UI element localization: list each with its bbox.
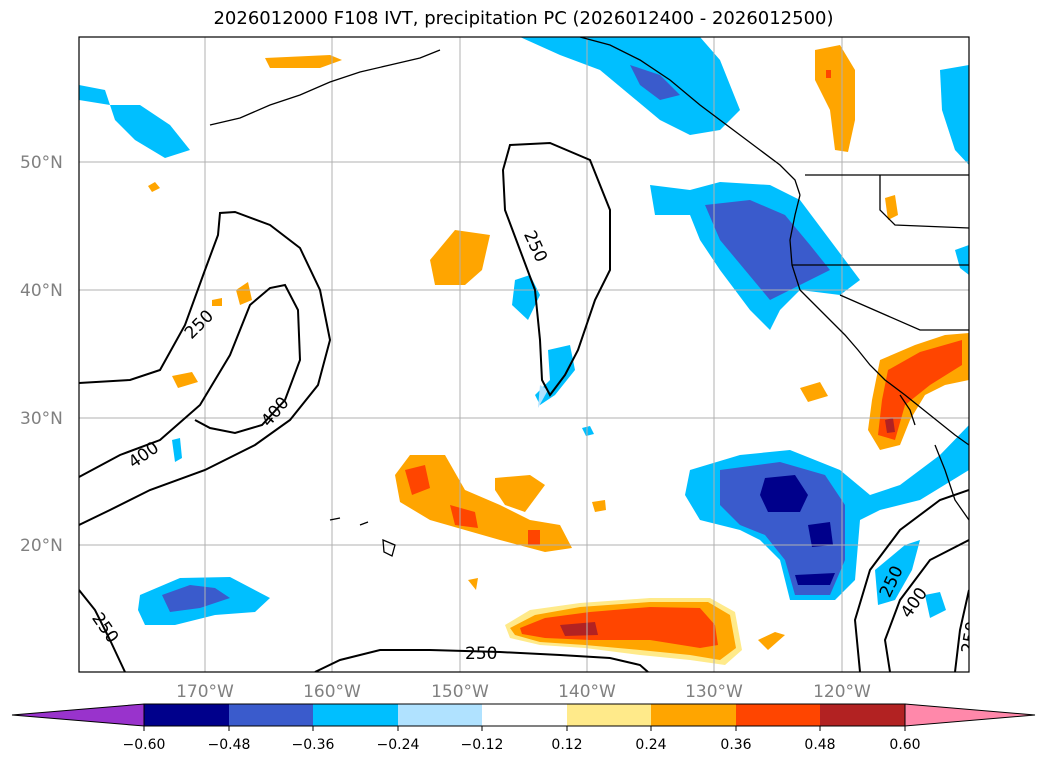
colorbar-bin bbox=[144, 704, 229, 726]
ivt-contour-250-central bbox=[501, 141, 611, 397]
neg-anomaly-aleutian bbox=[110, 105, 190, 158]
pos-anomaly-subtropical-central-core bbox=[405, 465, 430, 495]
neg-anomaly-gulf-alaska-core bbox=[630, 65, 680, 100]
graticule bbox=[79, 37, 969, 672]
lat-label-30n: 30°N bbox=[20, 409, 63, 429]
pos-anomaly-small-6 bbox=[592, 500, 606, 512]
longitude-labels: 170°W 160°W 150°W 140°W 130°W 120°W bbox=[176, 682, 871, 702]
colorbar-tick-label: −0.36 bbox=[292, 737, 335, 753]
coastlines bbox=[209, 37, 969, 557]
colorbar-tick-label: 0.12 bbox=[551, 737, 582, 753]
colorbar-tick-label: 0.36 bbox=[720, 737, 751, 753]
pos-anomaly-baja-core bbox=[878, 340, 962, 440]
colorbar-tick-label: −0.48 bbox=[208, 737, 251, 753]
colorbar: −0.60 −0.48 −0.36 −0.24 −0.12 0.12 0.24 … bbox=[11, 703, 1036, 753]
ivt-contour-400-east bbox=[883, 539, 969, 672]
colorbar-tick-label: −0.12 bbox=[461, 737, 504, 753]
neg-anomaly-aleutian-w bbox=[79, 85, 110, 105]
pos-anomaly-bc-interior bbox=[815, 45, 855, 152]
lon-label-130w: 130°W bbox=[685, 682, 743, 702]
lon-label-140w: 140°W bbox=[558, 682, 616, 702]
lat-label-50n: 50°N bbox=[20, 153, 63, 173]
map-title: 2026012000 F108 IVT, precipitation PC (2… bbox=[213, 8, 834, 29]
pos-anomaly-small-7 bbox=[468, 578, 478, 590]
pos-anomaly-subtropical-central-core2 bbox=[450, 505, 478, 528]
ivt-contour-250-west bbox=[79, 210, 332, 526]
colorbar-tick-label: 0.60 bbox=[889, 737, 920, 753]
colorbar-tick-label: 0.48 bbox=[804, 737, 835, 753]
pos-anomaly-baja-max bbox=[885, 418, 895, 433]
pos-anomaly-subtropical-central bbox=[395, 455, 572, 552]
neg-anomaly-gulf-alaska bbox=[520, 37, 740, 135]
precip-shading bbox=[79, 37, 969, 665]
contour-label: 250 bbox=[465, 644, 497, 664]
neg-anomaly-small-1 bbox=[172, 438, 182, 462]
colorbar-bin bbox=[313, 704, 398, 726]
neg-anomaly-southwest-core bbox=[162, 585, 230, 612]
latitude-labels: 50°N 40°N 30°N 20°N bbox=[20, 153, 63, 556]
pos-anomaly-idaho bbox=[885, 195, 898, 220]
colorbar-bin bbox=[651, 704, 736, 726]
colorbar-bin bbox=[820, 704, 905, 726]
neg-anomaly-east-small-1 bbox=[875, 540, 920, 605]
neg-anomaly-subtropical-east-core bbox=[720, 462, 845, 595]
ivt-contour-250-south bbox=[314, 649, 649, 672]
neg-anomaly-small-2 bbox=[582, 426, 594, 436]
colorbar-bin bbox=[482, 704, 567, 726]
colorbar-extend-low bbox=[11, 703, 145, 727]
pos-anomaly-southern-small bbox=[758, 632, 785, 650]
pos-anomaly-southern-max bbox=[560, 622, 598, 636]
map-border bbox=[78, 36, 970, 673]
lon-label-160w: 160°W bbox=[303, 682, 361, 702]
lat-label-20n: 20°N bbox=[20, 536, 63, 556]
neg-anomaly-west-coast-core bbox=[705, 200, 830, 300]
neg-anomaly-gulf-alaska-2 bbox=[690, 55, 718, 75]
neg-anomaly-subtropical-east-max bbox=[760, 475, 808, 512]
neg-anomaly-east-small-3 bbox=[955, 245, 969, 275]
lat-label-40n: 40°N bbox=[20, 281, 63, 301]
pos-anomaly-small-1 bbox=[148, 182, 160, 192]
colorbar-bin bbox=[229, 704, 313, 726]
neg-anomaly-bc-coast bbox=[940, 65, 969, 165]
neg-anomaly-subtropical-east-max2 bbox=[808, 522, 833, 547]
ivt-contour-250-sw bbox=[79, 589, 126, 672]
pos-anomaly-small-2 bbox=[236, 282, 252, 305]
colorbar-tick-label: 0.24 bbox=[635, 737, 666, 753]
pos-anomaly-southern-core bbox=[520, 607, 718, 648]
ivt-contours bbox=[79, 141, 969, 672]
pos-anomaly-baja-sw bbox=[800, 382, 828, 402]
colorbar-bin bbox=[567, 704, 651, 726]
neg-anomaly-subtropical-east-max3 bbox=[795, 573, 835, 585]
pos-anomaly-small-4 bbox=[172, 372, 198, 388]
pos-anomaly-small-3 bbox=[212, 298, 222, 306]
colorbar-tick-label: −0.24 bbox=[377, 737, 420, 753]
colorbar-extend-high bbox=[904, 703, 1036, 727]
pos-anomaly-bc-interior-max bbox=[826, 70, 831, 78]
neg-anomaly-mid-pacific-2b bbox=[538, 385, 548, 408]
pos-anomaly-small-5 bbox=[495, 475, 545, 512]
lon-label-170w: 170°W bbox=[176, 682, 234, 702]
contour-label: 250 bbox=[958, 620, 983, 655]
pos-anomaly-aleutian-n bbox=[265, 55, 342, 68]
lon-label-120w: 120°W bbox=[813, 682, 871, 702]
ivt-contour-400-west bbox=[79, 283, 302, 478]
colorbar-bin bbox=[736, 704, 820, 726]
ivt-contour-250-east2 bbox=[954, 589, 969, 672]
colorbar-bin bbox=[398, 704, 482, 726]
colorbar-tick-label: −0.60 bbox=[123, 737, 166, 753]
lon-label-150w: 150°W bbox=[431, 682, 489, 702]
ivt-contour-250-east bbox=[853, 489, 969, 672]
pos-anomaly-subtropical-central-core3 bbox=[528, 530, 540, 545]
neg-anomaly-east-small-2 bbox=[925, 592, 946, 618]
